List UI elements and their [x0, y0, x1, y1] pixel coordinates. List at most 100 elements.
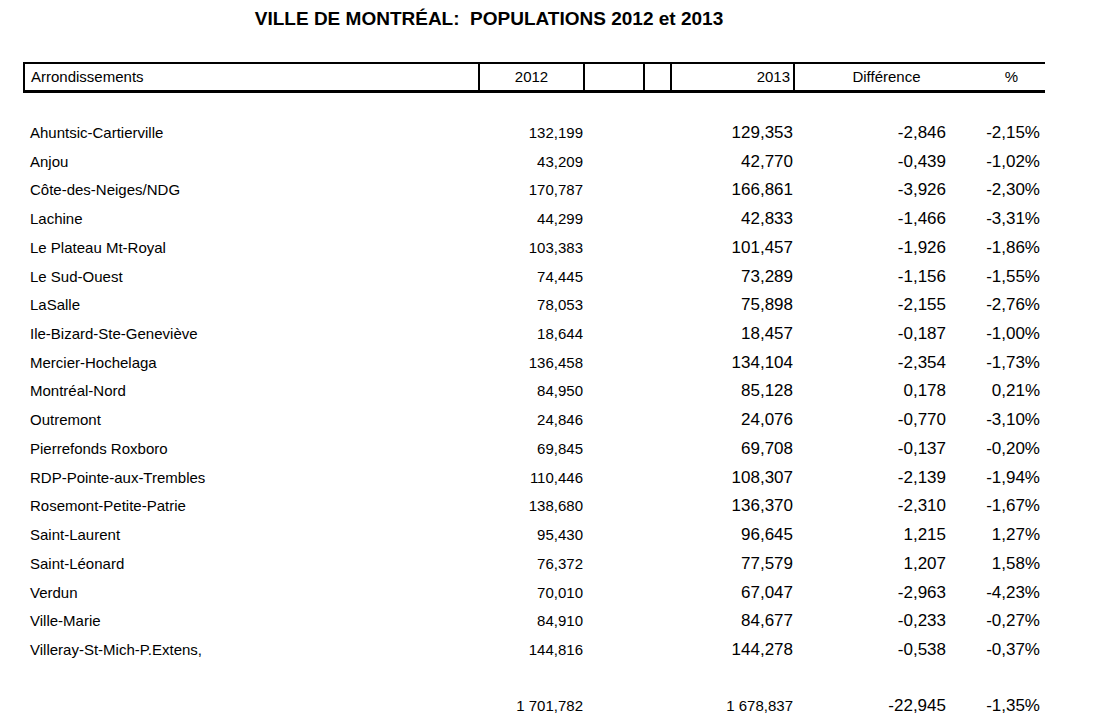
page-title: VILLE DE MONTRÉAL: POPULATIONS 2012 et 2… [0, 8, 978, 30]
table-row: Le Plateau Mt-Royal103,383101,457-1,926-… [0, 234, 1100, 263]
table-row: Lachine44,29942,833-1,466-3,31% [0, 205, 1100, 234]
row-percent: -2,15% [986, 119, 1040, 148]
row-pop-2012: 136,458 [529, 349, 583, 378]
row-difference: -1,466 [898, 205, 946, 234]
row-arrondissement-name: Ile-Bizard-Ste-Geneviève [30, 320, 198, 349]
row-pop-2013: 85,128 [741, 377, 793, 406]
row-pop-2013: 67,047 [741, 579, 793, 608]
row-percent: -1,00% [986, 320, 1040, 349]
header-cell-gap [645, 64, 672, 90]
row-percent: -1,73% [986, 349, 1040, 378]
row-percent: -0,27% [986, 607, 1040, 636]
row-pop-2012: 43,209 [537, 148, 583, 177]
row-percent: -3,10% [986, 406, 1040, 435]
table-row: RDP-Pointe-aux-Trembles110,446108,307-2,… [0, 464, 1100, 493]
table-row: Rosemont-Petite-Patrie138,680136,370-2,3… [0, 492, 1100, 521]
row-pop-2013: 77,579 [741, 550, 793, 579]
row-difference: -3,926 [898, 176, 946, 205]
row-difference: -2,963 [898, 579, 946, 608]
row-pop-2012: 74,445 [537, 263, 583, 292]
row-arrondissement-name: Anjou [30, 148, 68, 177]
header-cell-arrondissements: Arrondissements [23, 64, 480, 90]
row-pop-2013: 24,076 [741, 406, 793, 435]
row-difference: 0,178 [903, 377, 946, 406]
row-arrondissement-name: Montréal-Nord [30, 377, 126, 406]
row-pop-2013: 69,708 [741, 435, 793, 464]
row-arrondissement-name: Mercier-Hochelaga [30, 349, 157, 378]
row-difference: -0,233 [898, 607, 946, 636]
row-percent: -2,76% [986, 291, 1040, 320]
header-cell-2013: 2013 [672, 64, 795, 90]
row-pop-2012: 18,644 [537, 320, 583, 349]
table-row: Ile-Bizard-Ste-Geneviève18,64418,457-0,1… [0, 320, 1100, 349]
row-arrondissement-name: Saint-Laurent [30, 521, 120, 550]
total-row: 1 701,782 1 678,837 -22,945 -1,35% [0, 692, 1100, 721]
table-row: Montréal-Nord84,95085,1280,1780,21% [0, 377, 1100, 406]
table-row: Ville-Marie84,91084,677-0,233-0,27% [0, 607, 1100, 636]
row-pop-2013: 42,770 [741, 148, 793, 177]
total-difference: -22,945 [888, 692, 946, 721]
table-row: Pierrefonds Roxboro 69,845 69,708 -0,137 -0,… [0, 435, 1100, 464]
table-row: Saint-Léonard 76,372 77,579 1,207 1,58% [0, 550, 1100, 579]
row-difference: -2,846 [898, 119, 946, 148]
row-pop-2013: 96,645 [741, 521, 793, 550]
row-pop-2012: 76,372 [537, 550, 583, 579]
row-arrondissement-name: Ville-Marie [30, 607, 101, 636]
table-row: Outremont 24,846 24,076 -0,770 -3,10% [0, 406, 1100, 435]
row-difference: -2,310 [898, 492, 946, 521]
row-arrondissement-name: Ahuntsic-Cartierville [30, 119, 163, 148]
row-pop-2012: 69,845 [537, 435, 583, 464]
row-percent: -0,37% [986, 636, 1040, 665]
row-difference: -0,770 [898, 406, 946, 435]
row-arrondissement-name: Le Sud-Ouest [30, 263, 123, 292]
table-row: Le Sud-Ouest74,44573,289-1,156-1,55% [0, 263, 1100, 292]
row-pop-2013: 108,307 [732, 464, 793, 493]
row-pop-2012: 78,053 [537, 291, 583, 320]
table-row: Villeray-St-Mich-P.Extens, 144,816 144,278… [0, 636, 1100, 665]
table-row: Anjou 43,209 42,770 -0,439 -1,02% [0, 148, 1100, 177]
row-percent: 1,58% [992, 550, 1040, 579]
table-row: Mercier-Hochelaga 136,458 134,104 -2,354 -1,… [0, 349, 1100, 378]
row-pop-2012: 144,816 [529, 636, 583, 665]
row-pop-2013: 136,370 [732, 492, 793, 521]
table-row: Ahuntsic-Cartierville132,199129,353-2,84… [0, 119, 1100, 148]
row-difference: 1,207 [903, 550, 946, 579]
table-header-row: Arrondissements 2012 2013 Différence % [23, 62, 1045, 93]
row-percent: -1,55% [986, 263, 1040, 292]
row-arrondissement-name: LaSalle [30, 291, 80, 320]
document-page: VILLE DE MONTRÉAL: POPULATIONS 2012 et 2… [0, 0, 1100, 726]
header-label-percent: % [978, 64, 1045, 89]
row-pop-2012: 103,383 [529, 234, 583, 263]
row-pop-2013: 144,278 [732, 636, 793, 665]
table-body: Ahuntsic-Cartierville132,199129,353-2,84… [0, 119, 1100, 665]
row-arrondissement-name: Lachine [30, 205, 83, 234]
row-pop-2013: 129,353 [732, 119, 793, 148]
row-pop-2013: 101,457 [732, 234, 793, 263]
row-pop-2012: 110,446 [530, 464, 583, 493]
row-difference: -1,926 [898, 234, 946, 263]
row-pop-2012: 24,846 [537, 406, 583, 435]
total-pop-2013: 1 678,837 [726, 692, 793, 721]
row-arrondissement-name: Saint-Léonard [30, 550, 124, 579]
header-cell-2012: 2012 [480, 64, 585, 90]
total-pop-2012: 1 701,782 [516, 692, 583, 721]
row-percent: -0,20% [986, 435, 1040, 464]
row-pop-2013: 84,677 [741, 607, 793, 636]
row-difference: -2,354 [898, 349, 946, 378]
header-cell-difference-percent: Différence % [795, 64, 1045, 90]
row-percent: -1,02% [986, 148, 1040, 177]
row-percent: 1,27% [992, 521, 1040, 550]
table-row: LaSalle78,05375,898-2,155-2,76% [0, 291, 1100, 320]
row-difference: -0,137 [898, 435, 946, 464]
row-difference: -0,439 [898, 148, 946, 177]
row-arrondissement-name: Pierrefonds Roxboro [30, 435, 168, 464]
row-pop-2013: 75,898 [741, 291, 793, 320]
row-arrondissement-name: Outremont [30, 406, 101, 435]
row-arrondissement-name: Rosemont-Petite-Patrie [30, 492, 186, 521]
row-arrondissement-name: Villeray-St-Mich-P.Extens, [30, 636, 202, 665]
row-percent: -2,30% [986, 176, 1040, 205]
row-pop-2013: 134,104 [732, 349, 793, 378]
table-row: Saint-Laurent95,43096,6451,2151,27% [0, 521, 1100, 550]
row-pop-2013: 73,289 [741, 263, 793, 292]
row-difference: -2,139 [898, 464, 946, 493]
